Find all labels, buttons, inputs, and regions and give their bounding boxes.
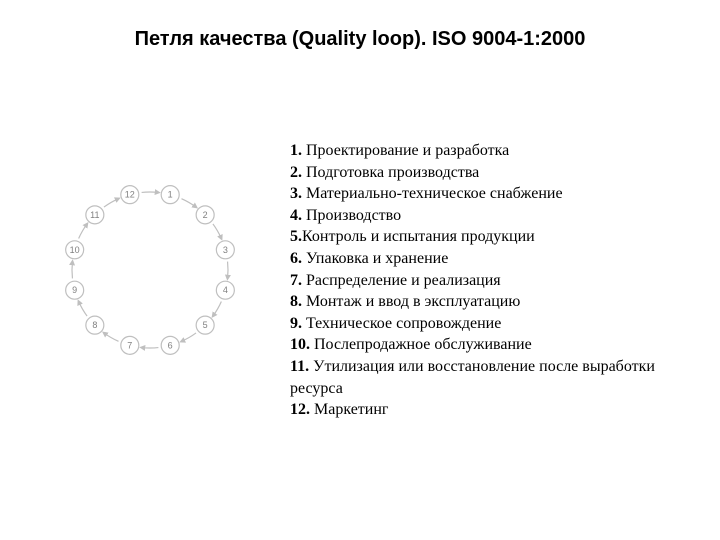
quality-loop-diagram: 123456789101112 [40, 160, 260, 380]
list-item-number: 2. [290, 164, 302, 181]
list-item-number: 12. [290, 401, 310, 418]
list-item-number: 1. [290, 142, 302, 159]
list-item-text: Подготовка производства [302, 164, 479, 181]
loop-arrow [79, 301, 87, 316]
list-item-text: Контроль и испытания продукции [302, 228, 535, 245]
list-item: 3. Материально-техническое снабжение [290, 183, 690, 205]
list-item-text: Производство [302, 207, 401, 224]
loop-node-label: 10 [70, 245, 80, 255]
list-item: 8. Монтаж и ввод в эксплуатацию [290, 291, 690, 313]
loop-arrow [213, 224, 221, 239]
list-item-text: Утилизация или восстановление после выра… [290, 358, 655, 397]
list-item: 5.Контроль и испытания продукции [290, 226, 690, 248]
list-item-number: 6. [290, 250, 302, 267]
list-item-number: 3. [290, 185, 302, 202]
list-item: 2. Подготовка производства [290, 162, 690, 184]
list-item-text: Упаковка и хранение [302, 250, 448, 267]
list-item: 6. Упаковка и хранение [290, 248, 690, 270]
list-item-number: 9. [290, 315, 302, 332]
loop-node-label: 7 [127, 340, 132, 350]
quality-loop-svg: 123456789101112 [40, 160, 260, 380]
list-item: 11. Утилизация или восстановление после … [290, 356, 690, 399]
loop-node-label: 12 [125, 190, 135, 200]
loop-arrow [181, 199, 196, 207]
list-item-number: 8. [290, 293, 302, 310]
list-item: 10. Послепродажное обслуживание [290, 334, 690, 356]
loop-arrow [213, 301, 221, 316]
list-item: 12. Маркетинг [290, 399, 690, 421]
list-item-text: Проектирование и разработка [302, 142, 509, 159]
list-item: 7. Распределение и реализация [290, 270, 690, 292]
loop-node-label: 6 [168, 340, 173, 350]
loop-node-label: 1 [168, 190, 173, 200]
page-title: Петля качества (Quality loop). ISO 9004-… [0, 28, 720, 51]
list-item-text: Маркетинг [310, 401, 388, 418]
list-item-text: Распределение и реализация [302, 272, 501, 289]
list-item-number: 5. [290, 228, 302, 245]
loop-node-label: 8 [92, 320, 97, 330]
list-item-number: 11. [290, 358, 309, 375]
list-item: 9. Техническое сопровождение [290, 313, 690, 335]
loop-node-label: 2 [203, 210, 208, 220]
loop-node-label: 5 [203, 320, 208, 330]
list-item: 1. Проектирование и разработка [290, 140, 690, 162]
loop-node-label: 3 [223, 245, 228, 255]
list-item-text: Послепродажное обслуживание [310, 336, 532, 353]
list-item-text: Материально-техническое снабжение [302, 185, 563, 202]
loop-arrow [181, 333, 196, 341]
loop-arrow [79, 224, 87, 239]
list-item-number: 10. [290, 336, 310, 353]
stages-list: 1. Проектирование и разработка2. Подгото… [290, 140, 690, 421]
loop-node-label: 9 [72, 285, 77, 295]
page: Петля качества (Quality loop). ISO 9004-… [0, 0, 720, 540]
list-item-number: 7. [290, 272, 302, 289]
list-item-number: 4. [290, 207, 302, 224]
loop-node-label: 11 [90, 210, 99, 220]
list-item-text: Техническое сопровождение [302, 315, 501, 332]
loop-node-label: 4 [223, 285, 228, 295]
list-item: 4. Производство [290, 205, 690, 227]
loop-arrow [104, 199, 119, 207]
list-item-text: Монтаж и ввод в эксплуатацию [302, 293, 520, 310]
loop-arrow [104, 333, 119, 341]
